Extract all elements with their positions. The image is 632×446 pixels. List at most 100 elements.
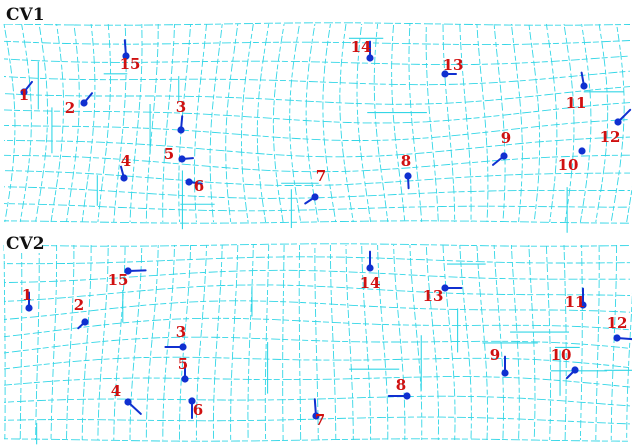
marker-9: 9 [490,346,509,377]
cv2-deformation-grid [3,243,632,445]
grid-column-line [81,245,92,441]
marker-label: 1 [22,286,32,304]
marker-dot [500,152,508,160]
grid-column-line [459,244,472,441]
grid-row-line [3,336,631,354]
grid-column-line [3,244,6,441]
grid-column-line [305,23,319,223]
marker-9: 9 [492,129,511,166]
grid-column-line [391,23,406,223]
marker-label: 5 [164,145,174,163]
grid-column-line [212,244,223,441]
marker-4: 4 [111,382,142,415]
grid-row-line [3,102,631,124]
marker-dot [122,52,130,60]
grid-column-line [3,23,16,223]
marker-dot [312,412,320,420]
marker-label: 10 [558,156,579,174]
cv2-panel-title: CV2 [6,234,45,254]
grid-column-line [322,23,337,223]
marker-6: 6 [185,177,204,195]
marker-15: 15 [120,39,141,73]
grid-column-line [377,244,389,440]
grid-column-line [510,23,523,223]
grid-column-line [373,23,389,223]
title-backing [4,233,42,253]
marker-label: 15 [120,55,141,73]
marker-label: 10 [551,346,572,364]
grid-column-line [329,244,337,441]
grid-column-line [145,244,159,441]
grid-column-line [579,23,592,223]
marker-dot [311,193,319,201]
marker-dot [185,178,193,186]
grid-column-line [626,186,632,223]
marker-11: 11 [565,287,587,311]
marker-dot [366,54,374,62]
grid-column-line [50,23,64,223]
marker-label: 4 [111,382,121,400]
grid-column-line [425,23,439,223]
marker-label: 3 [176,323,186,341]
grid-column-line [476,244,488,441]
grid-column-line [256,23,270,223]
marker-dot [124,398,132,406]
marker-10: 10 [551,346,579,379]
marker-6: 6 [188,397,203,419]
grid-column-line [563,244,567,441]
grid-column-line [563,23,575,223]
grid-column-line [19,244,23,441]
grid-column-line [129,244,143,441]
grid-row-line [3,119,631,141]
grid-column-line [356,23,372,223]
grid-column-line [247,244,254,441]
marker-dot [188,397,196,405]
grid-row-line [3,186,630,199]
grid-column-line [626,292,632,441]
grid-column-line [528,23,541,223]
grid-column-line [425,244,439,441]
grid-row-line [3,55,631,66]
grid-column-line [459,23,472,223]
grid-column-line [209,23,223,223]
marker-dot [580,82,588,90]
marker-3: 3 [176,98,186,134]
grid-column-line [81,23,96,223]
grid-column-line [442,23,456,223]
grid-row-line [3,86,631,105]
marker-label: 7 [316,167,326,185]
marker-2: 2 [74,296,89,330]
marker-label: 11 [566,94,587,112]
cv1-deformation-grid [3,22,632,233]
marker-label: 2 [65,99,75,117]
marker-13: 13 [423,284,463,305]
marker-7: 7 [304,167,326,205]
marker-13: 13 [441,56,463,78]
marker-dot [579,301,587,309]
grid-column-line [545,23,558,223]
grid-column-line [595,244,600,441]
marker-12: 12 [600,108,632,146]
grid-column-line [282,244,285,441]
marker-dot [124,267,132,275]
grid-column-line [162,244,175,441]
marker-1: 1 [22,286,33,312]
grid-column-line [35,244,40,441]
marker-15: 15 [108,267,147,289]
marker-dot [178,155,186,163]
grid-column-line [339,23,354,223]
marker-1: 1 [19,80,33,104]
marker-dot [20,88,28,96]
marker-dot [366,264,374,272]
grid-column-line [35,23,48,223]
grid-column-line [314,245,319,441]
grid-row-line [3,136,631,158]
marker-dot [404,172,412,180]
grid-column-line [476,23,489,223]
grid-column-line [145,23,159,223]
marker-dot [613,334,621,342]
marker-label: 8 [401,152,411,170]
grid-column-line [264,244,270,441]
